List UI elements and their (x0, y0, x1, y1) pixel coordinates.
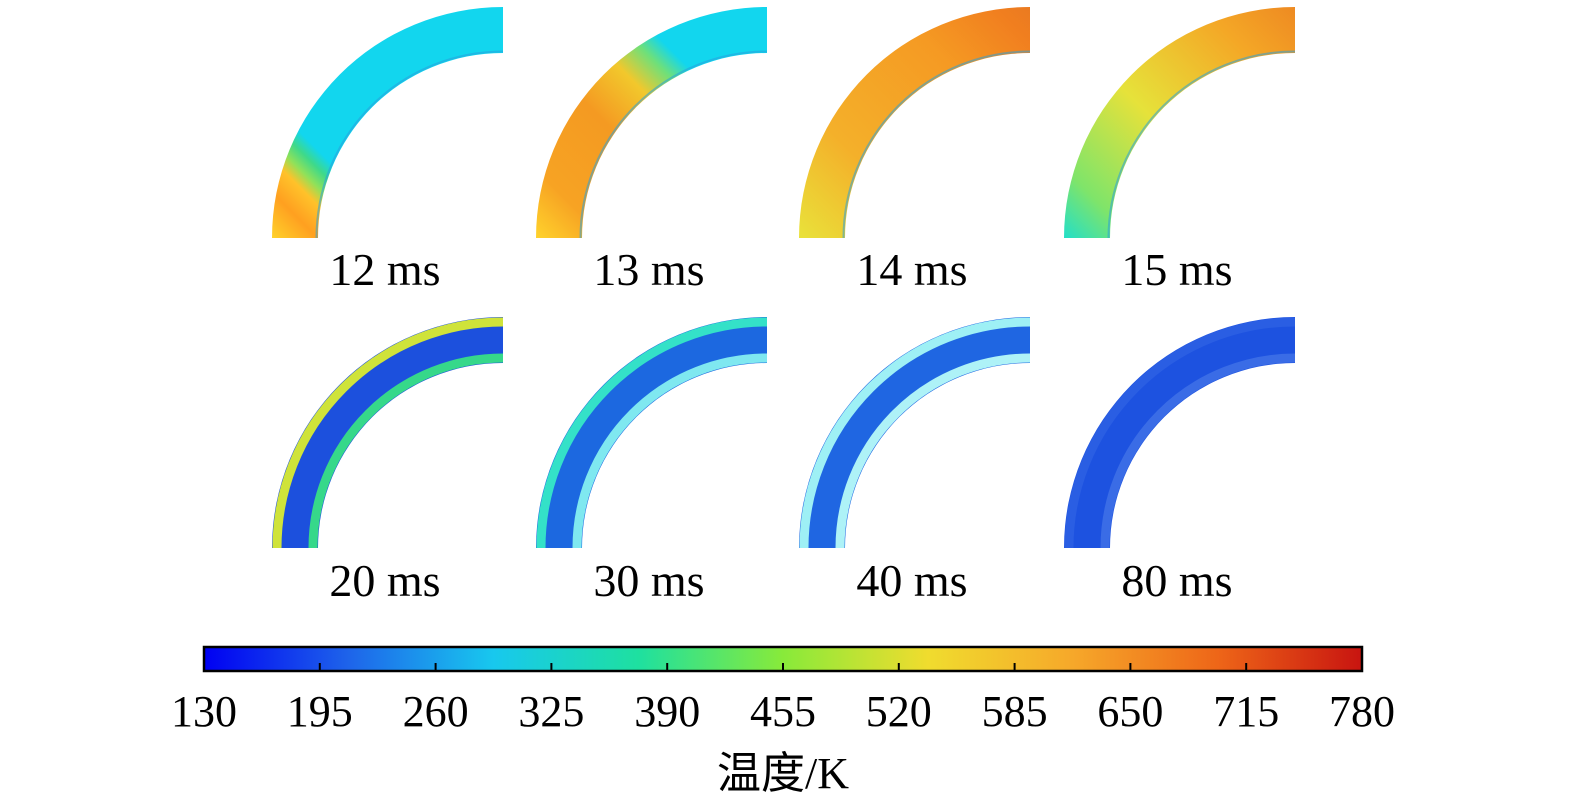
time-label: 15 ms (1121, 244, 1232, 295)
inner-edge (315, 50, 504, 239)
outer-layer (1064, 317, 1296, 549)
inner-layer (572, 353, 768, 549)
time-label: 14 ms (856, 244, 967, 295)
inner-layer (1100, 353, 1296, 549)
colorbar-tick-label: 780 (1329, 687, 1395, 736)
colorbar-ticks (203, 663, 1363, 671)
quarter-ring-contour (1064, 317, 1295, 548)
inner-edge (1107, 50, 1296, 239)
quarter-ring-contour (799, 317, 1030, 548)
time-label: 40 ms (856, 555, 967, 606)
quarter-ring-contour (799, 7, 1030, 238)
colorbar-title: 温度/K (717, 749, 849, 798)
quarter-ring-contour (536, 7, 767, 238)
colorbar-tick-label: 520 (866, 687, 932, 736)
colorbar-tick-label: 390 (634, 687, 700, 736)
inner-edge (579, 50, 768, 239)
colorbar-tick-label: 650 (1097, 687, 1163, 736)
colorbar-tick-label: 715 (1213, 687, 1279, 736)
time-label: 13 ms (593, 244, 704, 295)
contour-panel: 15 ms (1064, 7, 1296, 295)
contour-panel: 12 ms (272, 7, 504, 295)
quarter-ring-contour (272, 317, 503, 548)
colorbar-tick-label: 130 (171, 687, 237, 736)
time-label: 30 ms (593, 555, 704, 606)
contour-panel: 13 ms (536, 7, 768, 295)
colorbar-tick-label: 260 (403, 687, 469, 736)
time-label: 80 ms (1121, 555, 1232, 606)
inner-layer (308, 353, 504, 549)
colorbar-tick-label: 585 (982, 687, 1048, 736)
contour-panel: 30 ms (536, 317, 768, 606)
colorbar-tick-label: 195 (287, 687, 353, 736)
colorbar-tick-label: 325 (518, 687, 584, 736)
inner-edge (842, 50, 1031, 239)
colorbar: 130 195 260 325 390 455 520 585 650 715 780 温度/K (171, 645, 1395, 798)
inner-layer (835, 353, 1031, 549)
colorbar-tick-label: 455 (750, 687, 816, 736)
contour-panel: 80 ms (1064, 317, 1296, 606)
time-label: 12 ms (329, 244, 440, 295)
outer-layer (272, 317, 504, 549)
contour-panel: 20 ms (272, 317, 504, 606)
temperature-contour-panels: 12 ms 13 ms 14 ms 15 ms 20 ms 30 ms 40 ms 80 ms (272, 7, 1296, 606)
contour-panel: 14 ms (799, 7, 1031, 295)
outer-layer (799, 317, 1031, 549)
time-label: 20 ms (329, 555, 440, 606)
quarter-ring-contour (1064, 7, 1295, 238)
quarter-ring-contour (272, 7, 503, 238)
outer-layer (536, 317, 768, 549)
contour-panel: 40 ms (799, 317, 1031, 606)
quarter-ring-contour (536, 317, 767, 548)
colorbar-tick-labels: 130 195 260 325 390 455 520 585 650 715 780 (171, 687, 1395, 736)
